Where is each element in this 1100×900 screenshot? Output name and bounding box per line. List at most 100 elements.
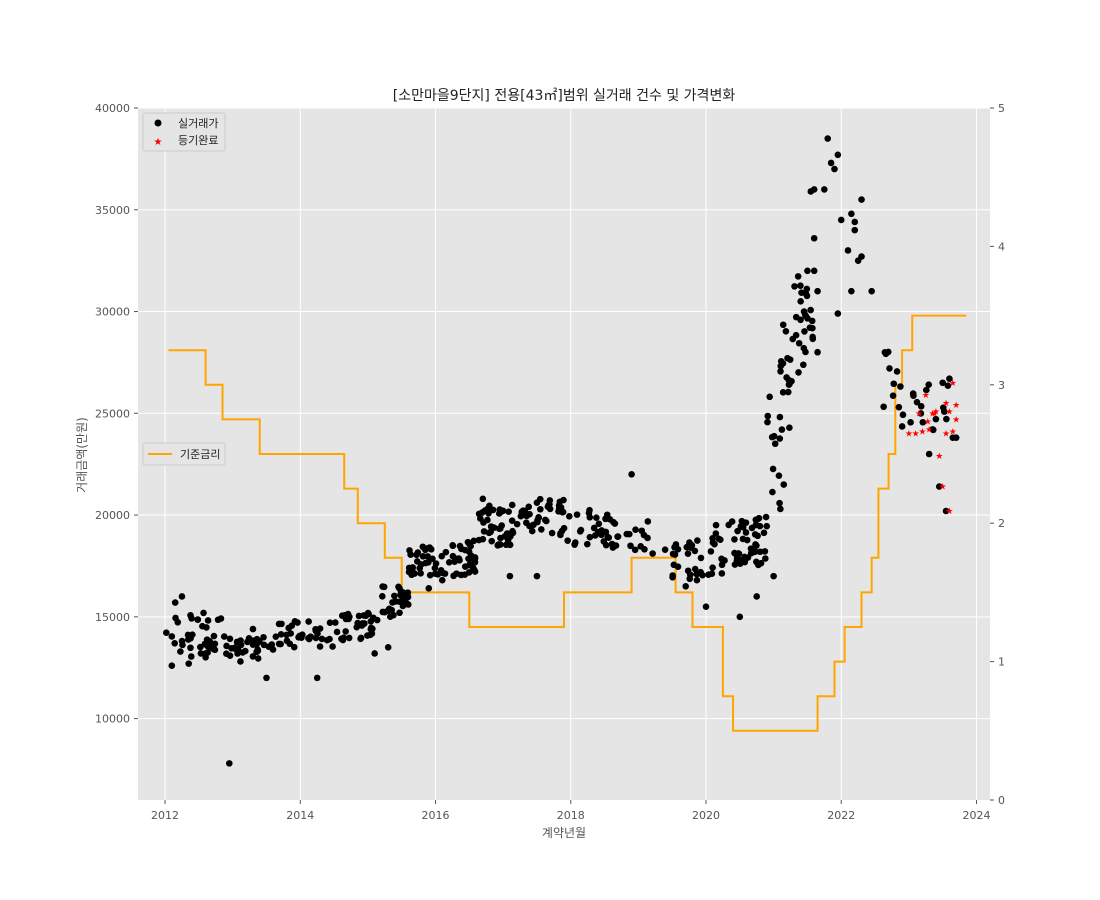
price-point: [800, 361, 807, 369]
price-point: [269, 646, 277, 653]
price-point: [761, 548, 769, 555]
price-point: [496, 525, 504, 532]
price-point: [762, 555, 769, 562]
price-point: [858, 253, 865, 260]
price-point: [185, 636, 192, 643]
price-point: [925, 381, 933, 388]
price-point: [277, 630, 285, 638]
registered-point: ★: [912, 430, 920, 440]
price-point: [305, 618, 312, 625]
price-point: [171, 599, 179, 606]
price-point: [501, 533, 509, 540]
price-point: [792, 331, 800, 339]
price-point: [771, 440, 779, 448]
price-point: [220, 633, 228, 640]
price-point: [792, 313, 800, 321]
price-point: [388, 606, 396, 614]
price-point: [764, 418, 771, 426]
price-point: [683, 543, 691, 551]
price-point: [694, 537, 701, 544]
price-point: [275, 620, 283, 628]
registered-point: ★: [942, 399, 950, 409]
price-point: [851, 218, 859, 226]
price-point: [534, 518, 541, 526]
legend-label-rate: 기준금리: [180, 448, 220, 461]
price-point: [776, 413, 784, 421]
price-point: [548, 529, 556, 537]
price-point: [178, 593, 186, 600]
price-point: [777, 362, 785, 370]
price-point: [484, 505, 491, 513]
price-point: [187, 653, 195, 660]
price-point: [940, 404, 947, 411]
legend-main: 실거래가 ★ 등기완료: [142, 112, 226, 152]
price-point: [163, 629, 170, 637]
x-tick-label: 2014: [286, 809, 314, 822]
price-point: [249, 625, 257, 633]
price-point: [895, 403, 903, 411]
price-point: [432, 560, 440, 567]
price-point: [272, 633, 280, 640]
price-point: [795, 339, 803, 347]
price-point: [185, 660, 193, 667]
price-point: [211, 640, 219, 648]
registered-point: ★: [942, 430, 950, 440]
price-point: [316, 643, 324, 650]
price-point: [644, 518, 652, 525]
price-point: [395, 583, 402, 591]
price-point: [611, 520, 619, 527]
price-point: [333, 628, 341, 636]
price-point: [764, 412, 772, 420]
legend-label-registered: 등기완료: [178, 134, 218, 147]
price-point: [390, 611, 397, 619]
price-point: [794, 273, 802, 280]
price-point: [461, 571, 469, 578]
price-point: [187, 644, 194, 652]
price-point: [391, 592, 398, 600]
registered-point: ★: [949, 379, 957, 389]
registered-points: ★★★★★★★★★★★★★★★★★★★★: [905, 379, 960, 517]
price-point: [260, 633, 267, 641]
price-point: [210, 632, 218, 640]
price-point: [923, 386, 930, 394]
price-point: [671, 551, 679, 558]
price-point: [228, 645, 235, 652]
price-point: [641, 546, 648, 553]
registered-point: ★: [928, 409, 936, 419]
price-point: [943, 415, 950, 423]
price-point: [288, 622, 296, 629]
price-point: [797, 282, 804, 289]
price-point: [438, 552, 446, 560]
price-point: [445, 559, 453, 566]
price-point: [691, 565, 699, 573]
registered-point: ★: [932, 407, 940, 417]
price-point: [712, 530, 720, 537]
price-point: [782, 328, 790, 335]
price-point: [890, 380, 898, 388]
chart-title: [소만마을9단지] 전용[43㎡]범위 실거래 건수 및 가격변화: [393, 88, 736, 104]
price-point: [499, 507, 507, 515]
price-point: [628, 471, 635, 478]
price-point: [804, 267, 811, 275]
price-point: [697, 568, 704, 576]
x-tick-label: 2020: [692, 809, 720, 822]
price-point: [254, 655, 262, 662]
price-point: [384, 644, 392, 651]
price-point: [899, 411, 907, 419]
price-point: [777, 505, 784, 513]
price-point: [179, 641, 186, 649]
price-point: [518, 508, 526, 516]
price-point: [295, 634, 302, 641]
price-point: [697, 554, 705, 562]
y2-tick-label: 4: [998, 240, 1005, 253]
price-point: [525, 503, 533, 511]
price-point: [728, 518, 736, 525]
price-point: [461, 563, 469, 570]
price-points: [163, 135, 960, 767]
y2-tick-label: 2: [998, 517, 1005, 530]
price-point: [810, 234, 818, 242]
price-point: [893, 368, 901, 375]
price-point: [741, 553, 748, 561]
price-point: [197, 650, 205, 657]
legend-marker-price: [154, 119, 162, 127]
